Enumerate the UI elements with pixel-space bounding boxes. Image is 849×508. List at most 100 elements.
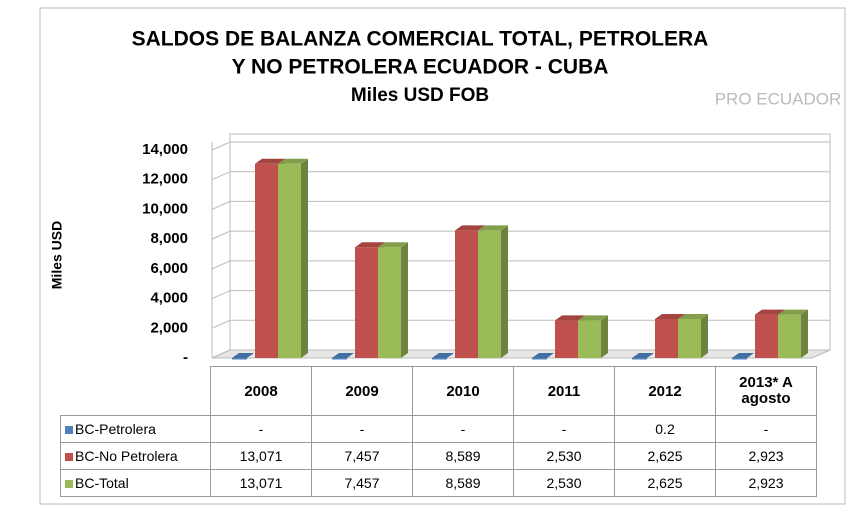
bar-side (301, 158, 308, 358)
legend-cell: BC-Petrolera (60, 415, 211, 443)
grid-line (211, 171, 830, 181)
category-cell: 2011 (513, 366, 615, 416)
bar-top (355, 242, 385, 248)
bar-top (778, 309, 808, 315)
grid-line (211, 349, 830, 359)
bar (732, 358, 747, 360)
header-row: 2008 2009 2010 2011 2012 2013* A agosto (60, 366, 817, 416)
bar-top (732, 353, 754, 358)
value-cell: 7,457 (311, 469, 413, 497)
value-cell: 13,071 (210, 469, 312, 497)
grid-line (211, 230, 830, 240)
bar-top (755, 309, 785, 315)
bar-top (655, 314, 685, 319)
bar (378, 247, 401, 358)
grid-line (211, 260, 830, 270)
bar (232, 358, 247, 360)
bar-top (478, 225, 508, 231)
legend-label: BC-No Petrolera (75, 448, 178, 464)
bar-top (578, 315, 608, 321)
bar-side (501, 225, 508, 358)
bar (255, 163, 278, 358)
x-tick-label: 2008 (244, 382, 278, 400)
bar-top (278, 158, 308, 164)
value-cell: 7,457 (311, 442, 413, 470)
series-row: BC-Petrolera - - - -0.2- (60, 415, 817, 443)
value-cell: 2,625 (614, 442, 716, 470)
back-wall (229, 133, 831, 351)
series-row: BC-No Petrolera 13,071 7,457 8,589 2,530 2,62… (60, 442, 817, 470)
y-tick-label: - (183, 349, 188, 366)
x-tick-label: 2009 (345, 382, 379, 400)
legend-label: BC-Total (75, 475, 129, 491)
frame (39, 7, 846, 505)
value-cell: 2,530 (513, 442, 615, 470)
bar-top (332, 353, 354, 358)
bar (332, 358, 347, 360)
value-cell: - (715, 415, 817, 443)
grid-line (211, 200, 830, 210)
bar-top (678, 314, 708, 319)
grid-line (211, 290, 830, 300)
bar (355, 247, 378, 358)
legend-swatch (65, 480, 73, 488)
value-cell: - (311, 415, 413, 443)
category-cell: 2010 (412, 366, 514, 416)
y-tick-label: 10,000 (142, 200, 188, 217)
y-tick-label: 8,000 (150, 230, 188, 247)
title-line: Miles USD FOB (351, 85, 489, 106)
legend-label: BC-Petrolera (75, 421, 156, 437)
bar (578, 320, 601, 358)
bar-side (647, 352, 654, 358)
bar-top (532, 353, 554, 358)
bar (478, 230, 501, 358)
bar-top (432, 353, 454, 358)
y-axis-label: Miles USD (49, 221, 65, 289)
value-cell: 13,071 (210, 442, 312, 470)
value-cell: 8,589 (412, 469, 514, 497)
bar-side (701, 314, 708, 358)
category-cell: 2009 (311, 366, 413, 416)
data-table: 2008 2009 2010 2011 2012 2013* A agosto BC-Pet… (60, 366, 817, 497)
y-tick-label: 6,000 (150, 260, 188, 277)
x-tick-label: 2013* A agosto (739, 374, 793, 407)
bar-top (255, 158, 285, 164)
corner-cell (60, 366, 211, 416)
bar (555, 320, 578, 358)
grid-line (211, 319, 830, 329)
bar-top (632, 352, 654, 358)
bar (632, 357, 647, 360)
bar (778, 314, 801, 358)
bar-top (378, 242, 408, 248)
bar-top (455, 225, 485, 231)
category-cell: 2012 (614, 366, 716, 416)
grid-line (211, 141, 830, 151)
series-row: BC-Total 13,071 7,457 8,589 2,530 2,625 2,923 (60, 469, 817, 497)
value-cell: 2,923 (715, 442, 817, 470)
legend-cell: BC-Total (60, 469, 211, 497)
bar-side (601, 315, 608, 358)
bar (655, 319, 678, 358)
bar (455, 230, 478, 358)
x-tick-label: 2010 (446, 382, 480, 400)
bar (432, 358, 447, 360)
bar-top (555, 315, 585, 321)
value-cell: 0.2 (614, 415, 716, 443)
bar-top (232, 353, 254, 358)
x-tick-label: 2011 (547, 382, 581, 400)
y-tick-label: 2,000 (150, 319, 188, 336)
legend-swatch (65, 426, 73, 434)
bar (755, 314, 778, 358)
value-cell: 2,923 (715, 469, 817, 497)
bar-side (801, 309, 808, 358)
y-tick-label: 12,000 (142, 171, 188, 188)
title-line: SALDOS DE BALANZA COMERCIAL TOTAL, PETRO… (132, 28, 709, 51)
bar (278, 163, 301, 358)
y-tick-label: 4,000 (150, 290, 188, 307)
value-cell: 2,530 (513, 469, 615, 497)
value-cell: - (210, 415, 312, 443)
bar-side (401, 242, 408, 358)
category-cell: 2008 (210, 366, 312, 416)
